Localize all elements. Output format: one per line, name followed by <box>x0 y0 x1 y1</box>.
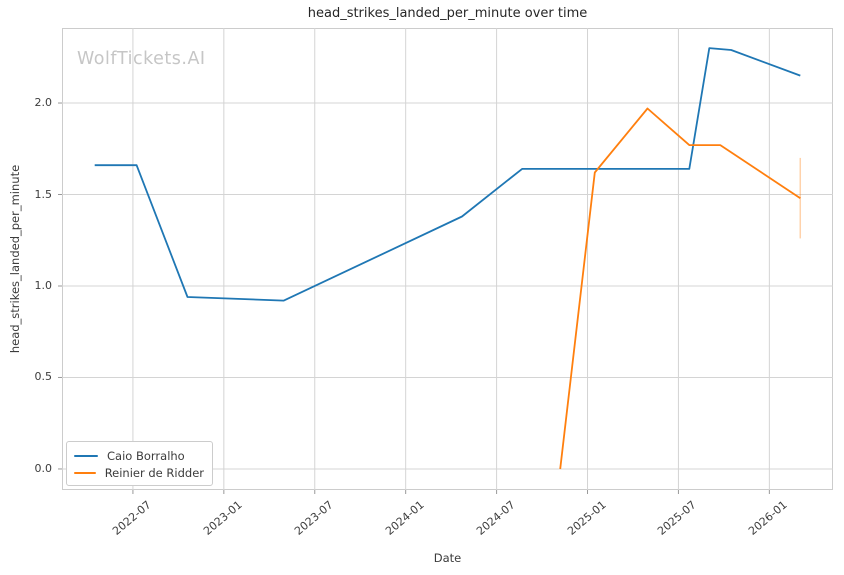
watermark: WolfTickets.AI <box>77 49 206 69</box>
legend: Caio Borralho Reinier de Ridder <box>66 441 213 486</box>
legend-item: Reinier de Ridder <box>74 464 204 481</box>
y-tick-label: 0.5 <box>34 370 53 384</box>
legend-label: Caio Borralho <box>107 448 185 463</box>
y-axis-label: head_strikes_landed_per_minute <box>8 164 22 354</box>
y-tick-label: 0.0 <box>34 461 53 475</box>
legend-line-icon <box>74 471 96 474</box>
series-line-caio-borralho <box>94 47 801 302</box>
legend-line-icon <box>74 454 98 457</box>
chart-title: head_strikes_landed_per_minute over time <box>307 6 588 21</box>
y-tick-label: 1.5 <box>34 187 53 201</box>
x-axis-label: Date <box>433 551 462 565</box>
y-tick-label: 1.0 <box>34 278 53 292</box>
legend-item: Caio Borralho <box>74 447 204 464</box>
series-line-reinier-de-ridder <box>559 107 801 470</box>
y-tick-label: 2.0 <box>34 96 53 110</box>
legend-label: Reinier de Ridder <box>104 465 204 480</box>
plot-area <box>62 28 833 490</box>
